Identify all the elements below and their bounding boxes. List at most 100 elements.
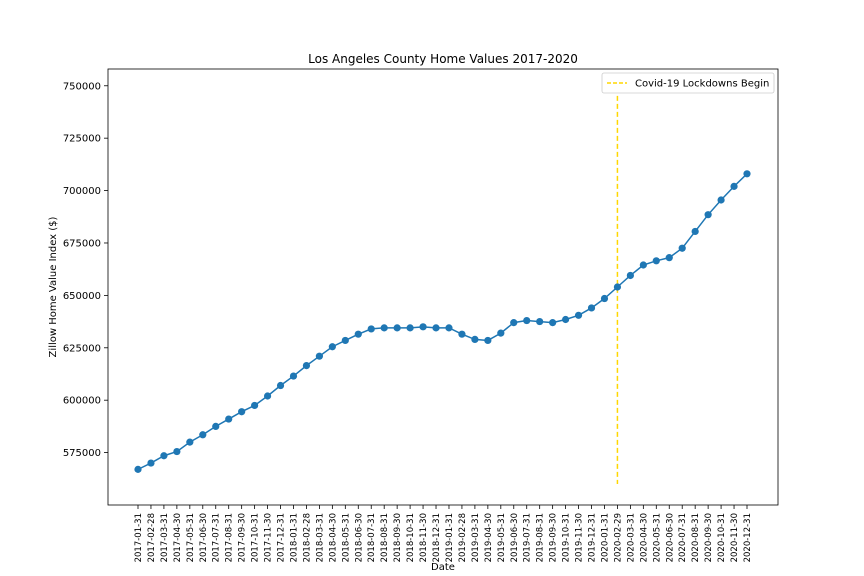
x-tick-label: 2017-10-31 [251, 513, 261, 562]
x-tick-label: 2019-09-30 [549, 513, 559, 562]
data-point [341, 336, 349, 345]
data-point [199, 431, 207, 439]
y-tick-label: 625000 [63, 343, 101, 354]
x-tick-label: 2019-06-30 [510, 513, 520, 562]
data-point [639, 261, 647, 269]
y-tick-label: 600000 [63, 396, 101, 407]
data-point [380, 324, 388, 332]
y-tick-label: 575000 [63, 448, 101, 459]
x-tick-label: 2018-10-31 [406, 513, 416, 562]
y-tick-label: 650000 [63, 291, 101, 302]
data-point [238, 408, 246, 416]
data-point [484, 336, 492, 345]
x-tick-label: 2017-07-31 [212, 513, 222, 562]
x-tick-label: 2019-03-31 [471, 513, 481, 562]
x-tick-label: 2018-06-30 [354, 513, 364, 562]
x-tick-label: 2020-07-31 [678, 513, 688, 562]
x-tick-label: 2020-04-30 [639, 513, 649, 562]
data-point [743, 170, 751, 178]
series-layer [134, 170, 751, 473]
data-point [704, 211, 712, 219]
x-tick-label: 2017-01-31 [134, 513, 144, 562]
x-tick-label: 2019-07-31 [523, 513, 533, 562]
x-tick-label: 2017-08-31 [225, 513, 235, 562]
data-point [600, 294, 609, 303]
data-point [419, 323, 427, 331]
data-point [276, 381, 285, 390]
data-point [549, 319, 557, 327]
data-point [289, 372, 298, 380]
legend: Covid-19 Lockdowns Begin [601, 72, 775, 94]
data-point [536, 317, 544, 326]
data-point [225, 415, 233, 423]
data-point [186, 438, 194, 446]
x-tick-label: 2018-04-30 [328, 513, 338, 562]
data-point [665, 254, 673, 262]
x-tick-label: 2019-05-31 [497, 513, 507, 562]
x-tick-label: 2020-05-31 [652, 513, 662, 562]
x-tick-label: 2018-09-30 [393, 513, 403, 562]
data-point [626, 271, 634, 280]
x-tick-label: 2020-02-29 [613, 513, 623, 562]
data-point [730, 182, 738, 190]
x-tick-label: 2020-01-31 [600, 513, 610, 562]
x-tick-label: 2018-08-31 [380, 513, 390, 562]
data-point [717, 196, 725, 204]
x-tick-label: 2020-09-30 [704, 513, 714, 562]
legend-label: Covid-19 Lockdowns Begin [635, 79, 769, 90]
data-point [354, 330, 362, 338]
data-point [497, 329, 505, 337]
x-tick-label: 2017-06-30 [199, 513, 209, 562]
y-tick-label: 700000 [63, 186, 101, 197]
plot-frame [107, 68, 779, 506]
data-point [147, 459, 155, 467]
data-point [561, 315, 570, 324]
y-axis-title: Zillow Home Value Index ($) [48, 216, 59, 357]
x-axis-title: Date [431, 562, 455, 573]
data-point [574, 311, 583, 319]
x-tick-label: 2017-12-31 [277, 513, 287, 562]
legend-box [601, 72, 775, 94]
data-point [406, 324, 414, 332]
plot-area [107, 68, 779, 506]
data-point [691, 227, 699, 236]
x-tick-label: 2019-10-31 [562, 513, 572, 562]
x-tick-label: 2018-11-30 [419, 513, 429, 562]
y-tick-label: 725000 [63, 134, 101, 145]
data-point [160, 452, 168, 460]
data-point [432, 324, 440, 332]
data-point [263, 392, 272, 400]
x-tick-label: 2019-02-28 [458, 513, 468, 562]
data-point [445, 324, 453, 332]
x-tick-label: 2019-08-31 [536, 513, 546, 562]
x-tick-label: 2017-09-30 [238, 513, 248, 562]
x-tick-label: 2018-05-31 [341, 513, 351, 562]
data-point [471, 335, 479, 344]
x-tick-label: 2018-03-31 [315, 513, 325, 562]
data-point [458, 330, 466, 338]
x-tick-label: 2020-06-30 [665, 513, 675, 562]
x-tick-label: 2018-07-31 [367, 513, 377, 562]
data-point [510, 319, 518, 327]
data-point [367, 325, 375, 333]
data-point [523, 316, 531, 325]
x-tick-label: 2020-08-31 [691, 513, 701, 562]
x-tick-label: 2017-05-31 [186, 513, 196, 562]
x-tick-label: 2017-02-28 [147, 513, 157, 562]
x-axis: 2017-01-31 2017-02-28 2017-03-31 2017-04-30… [134, 505, 753, 562]
x-tick-label: 2017-11-30 [264, 513, 274, 562]
data-point [328, 343, 336, 351]
y-axis: 575000 600000 625000 650000 675000 700000 7250… [63, 81, 108, 459]
x-tick-label: 2020-03-31 [626, 513, 636, 562]
x-tick-label: 2018-02-28 [302, 513, 312, 562]
data-point [393, 324, 401, 332]
y-tick-label: 675000 [63, 238, 101, 249]
x-tick-label: 2019-04-30 [484, 513, 494, 562]
data-point [587, 304, 596, 312]
data-point [251, 401, 259, 410]
chart-title: Los Angeles County Home Values 2017-2020 [308, 52, 578, 66]
data-point [212, 422, 220, 430]
x-tick-label: 2019-11-30 [575, 513, 585, 562]
x-tick-label: 2018-12-31 [432, 513, 442, 562]
